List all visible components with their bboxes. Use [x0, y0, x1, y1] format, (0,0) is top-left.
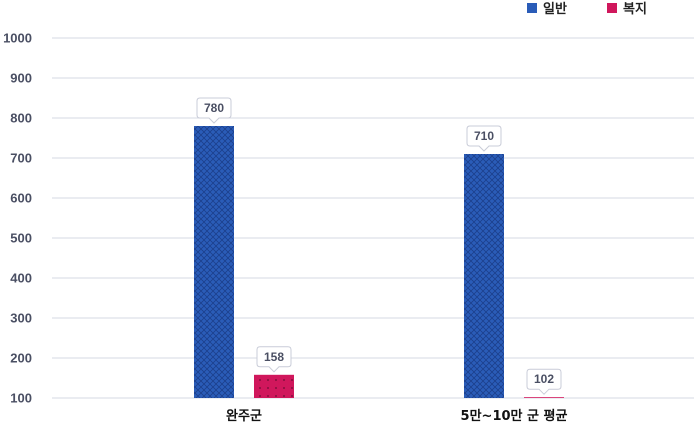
data-label-value: 710 — [474, 129, 494, 143]
y-tick-label: 400 — [10, 271, 32, 286]
x-category-label: 5만~10만 군 평균 — [461, 408, 568, 424]
bar-series-general — [194, 126, 234, 398]
legend-swatch — [607, 3, 617, 13]
bars — [194, 126, 564, 398]
y-tick-label: 800 — [10, 111, 32, 126]
data-label: 780 — [196, 97, 232, 124]
x-category-label: 완주군 — [226, 409, 262, 424]
y-tick-label: 600 — [10, 191, 32, 206]
data-label-bubble — [196, 97, 232, 124]
data-label: 710 — [466, 125, 502, 152]
y-tick-label: 500 — [10, 231, 32, 246]
data-label: 158 — [256, 346, 292, 373]
data-label-value: 780 — [204, 101, 224, 115]
legend-label: 일반 — [543, 1, 567, 17]
y-tick-label: 900 — [10, 71, 32, 86]
y-tick-label: 200 — [10, 351, 32, 366]
y-axis-ticks: 100 200 300 400 500 600 700 800 900 1000 — [3, 31, 32, 406]
data-label-bubble — [526, 368, 562, 395]
bar-series-welfare — [524, 397, 564, 398]
data-label-value: 102 — [534, 372, 554, 386]
grid-lines — [52, 37, 694, 399]
y-tick-label: 100 — [10, 391, 32, 406]
legend-item-series-welfare: 복지 — [607, 2, 647, 17]
legend: 일반 복지 — [527, 1, 647, 17]
y-tick-label: 300 — [10, 311, 32, 326]
data-label-bubble — [466, 125, 502, 152]
data-labels: 780 158 710 102 — [196, 97, 562, 395]
data-label-bubble — [256, 346, 292, 373]
y-tick-label: 700 — [10, 151, 32, 166]
data-label-value: 158 — [264, 350, 284, 364]
bar-series-welfare — [254, 374, 294, 398]
legend-label: 복지 — [623, 2, 647, 17]
x-axis-categories: 완주군 5만~10만 군 평균 — [226, 408, 567, 424]
y-tick-label: 1000 — [3, 31, 32, 46]
data-label: 102 — [526, 368, 562, 395]
legend-item-series-general: 일반 — [527, 1, 567, 17]
bar-series-general — [464, 154, 504, 398]
legend-swatch — [527, 3, 537, 13]
